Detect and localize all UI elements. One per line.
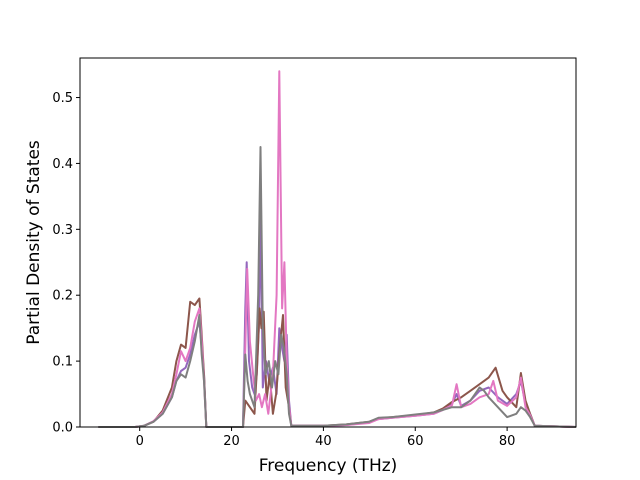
series-line-2 xyxy=(98,70,577,428)
series-layer xyxy=(98,70,577,428)
series-line-3 xyxy=(98,146,577,428)
plot-frame xyxy=(79,57,577,428)
x-tick-label: 60 xyxy=(407,434,424,449)
y-ticks: 0.0 0.1 0.2 0.3 0.4 0.5 xyxy=(52,91,80,436)
y-tick-label: 0.1 xyxy=(52,355,73,370)
x-tick-label: 20 xyxy=(223,434,240,449)
y-axis-label: Partial Density of States xyxy=(24,140,44,345)
x-tick-label: 0 xyxy=(136,434,144,449)
y-tick-label: 0.3 xyxy=(52,223,73,238)
x-axis-label: Frequency (THz) xyxy=(259,456,398,476)
y-tick-label: 0.2 xyxy=(52,289,73,304)
series-line-1 xyxy=(98,297,577,428)
x-tick-label: 40 xyxy=(315,434,332,449)
x-ticks: 0 20 40 60 80 xyxy=(136,427,516,449)
y-tick-label: 0.0 xyxy=(52,421,73,436)
x-tick-label: 80 xyxy=(499,434,516,449)
y-tick-label: 0.5 xyxy=(52,91,73,106)
series-line-0 xyxy=(98,215,577,428)
y-tick-label: 0.4 xyxy=(52,157,73,172)
